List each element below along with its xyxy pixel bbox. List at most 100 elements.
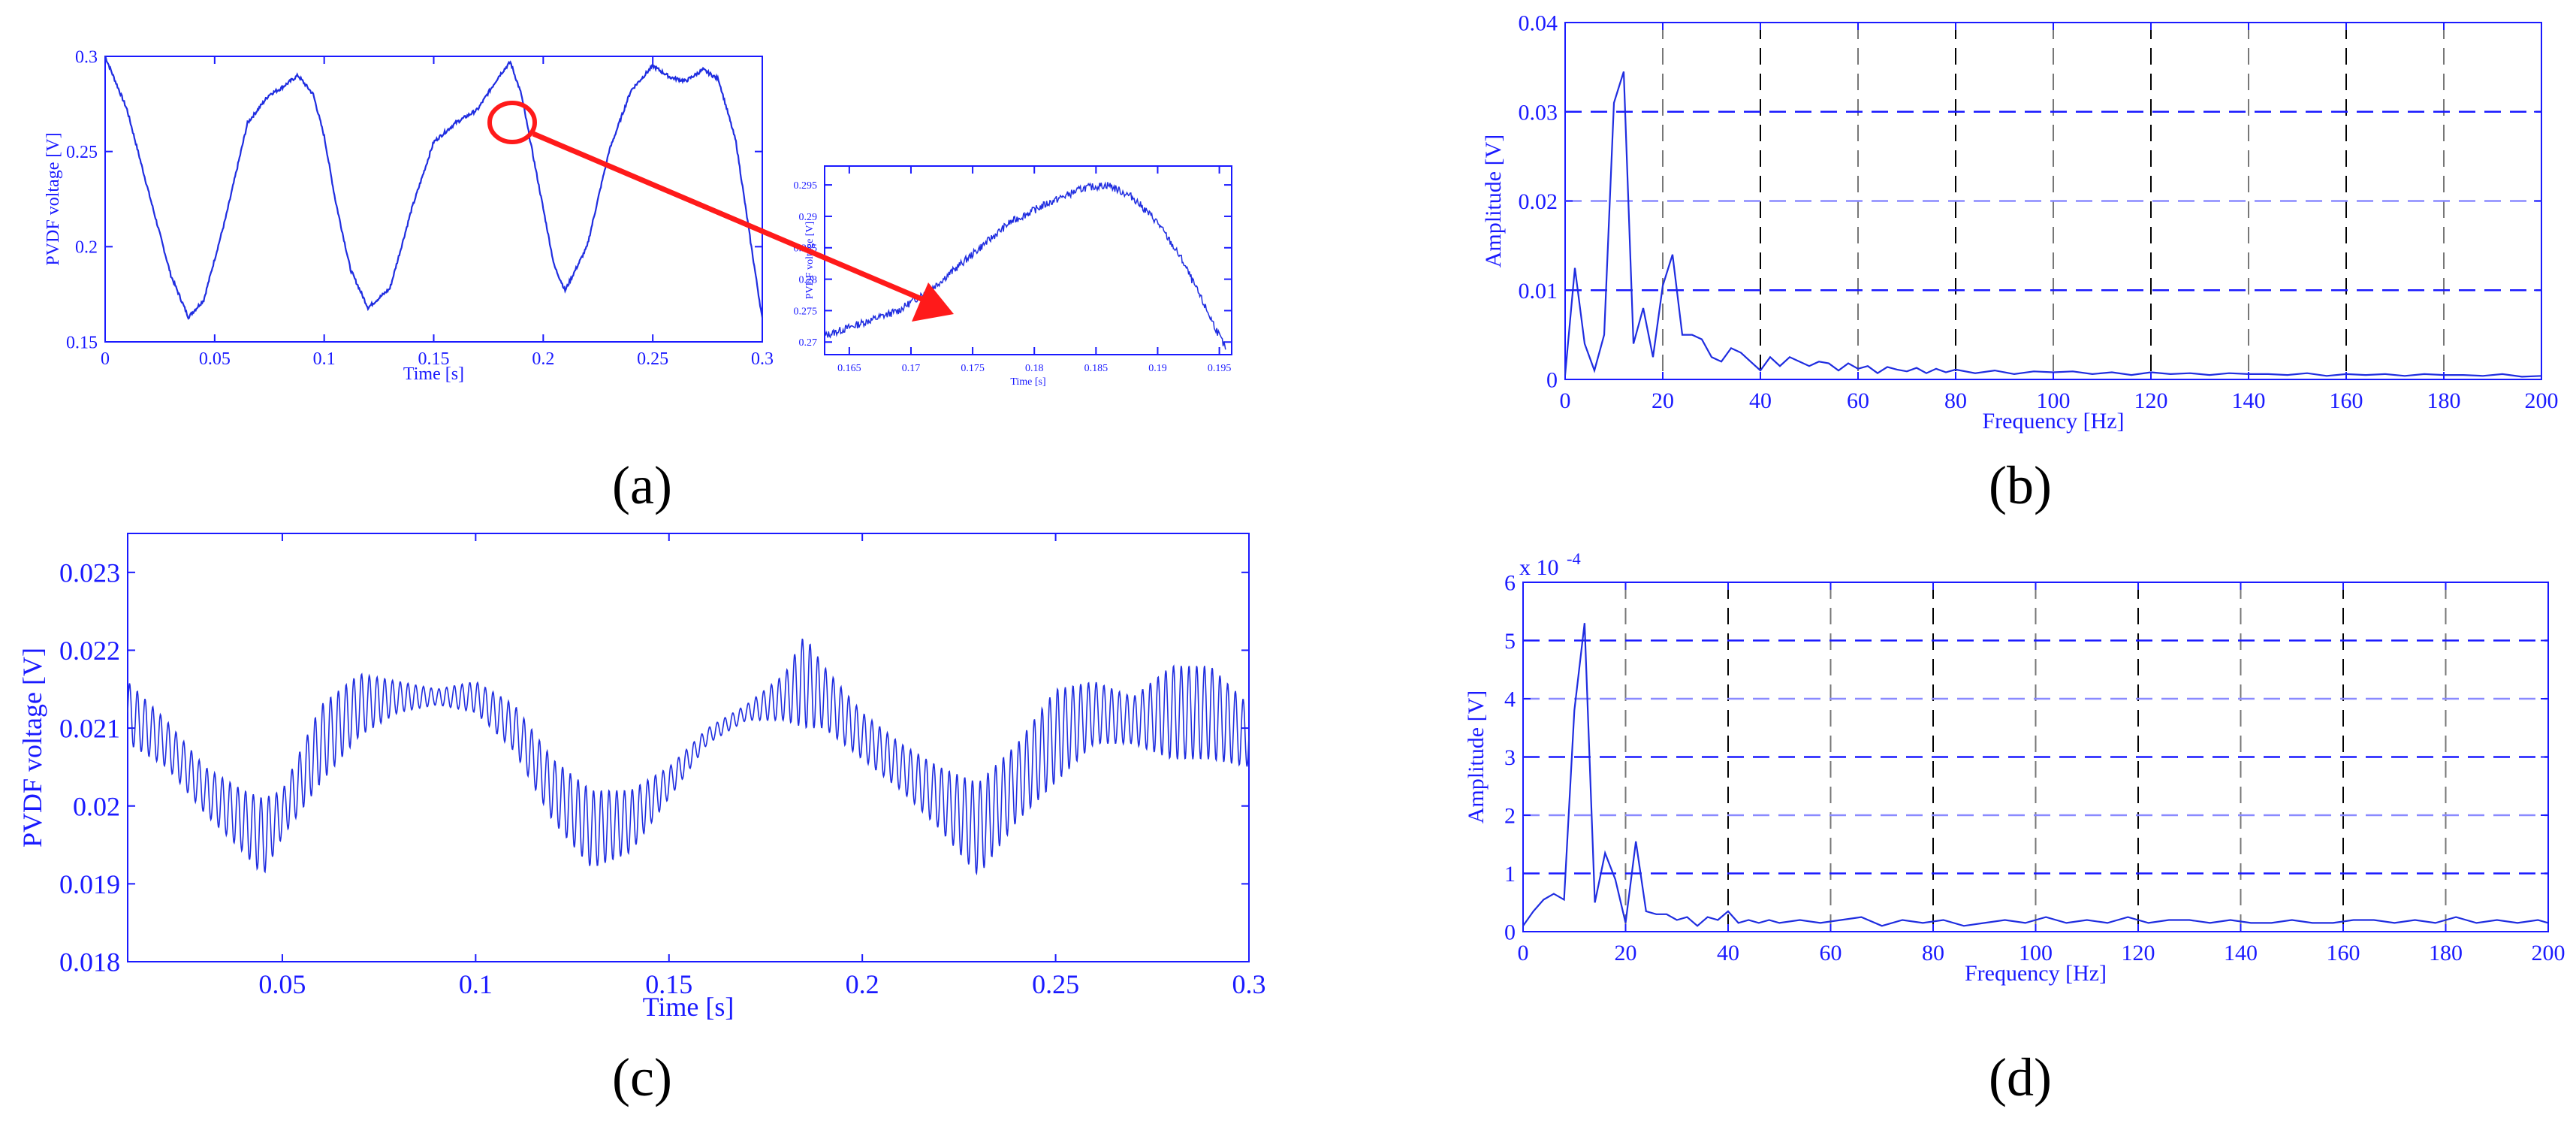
series-line (127, 638, 1250, 876)
y-tick-label: 0.275 (794, 306, 818, 317)
zoom-arrow-head (912, 283, 954, 322)
y-tick-label: 0.019 (59, 869, 120, 899)
panel-label-a: (a) (612, 455, 672, 515)
x-tick-label: 100 (2019, 941, 2053, 965)
y-tick-label: 0.018 (59, 947, 120, 977)
chart-b: 0 20 40 60 80 100 120 140 160 180 200 0 0.01 0.02 0.03… (1481, 11, 2559, 434)
x-axis-label: Time [s] (403, 364, 464, 384)
x-tick-label: 0.05 (199, 349, 231, 369)
x-tick-label: 140 (2224, 941, 2258, 965)
exponent-power: -4 (1567, 549, 1581, 568)
x-tick-label: 180 (2429, 941, 2463, 965)
chart-a-inset: 0.165 0.17 0.175 0.18 0.185 0.19 0.195 0.27 0.27… (794, 165, 1232, 388)
x-tick-label: 80 (1922, 941, 1944, 965)
x-tick-label: 0.18 (1025, 363, 1044, 374)
x-tick-label: 0.2 (846, 969, 879, 999)
chart-d: 0 20 40 60 80 100 120 140 160 180 200 0 1 2 3 4 5 6 Freque… (1464, 549, 2565, 986)
y-tick-label: 0.3 (75, 47, 98, 67)
series-line (1564, 71, 2542, 378)
y-tick-label: 0.021 (59, 714, 120, 744)
y-tick-label: 6 (1504, 571, 1516, 596)
x-tick-label: 0.17 (902, 363, 921, 374)
x-tick-label: 120 (2122, 941, 2155, 965)
x-tick-label: 20 (1651, 388, 1674, 413)
y-tick-label: 0.02 (73, 791, 120, 821)
x-tick-label: 200 (2525, 388, 2559, 413)
x-tick-label: 100 (2037, 388, 2071, 413)
y-tick-label: 0.03 (1519, 100, 1558, 125)
plot-frame (824, 165, 1232, 355)
y-tick-label: 2 (1504, 804, 1516, 829)
y-axis-label: PVDF voltage [V] (17, 648, 47, 848)
y-tick-label: 0.2 (75, 238, 98, 258)
x-axis-label: Time [s] (643, 992, 734, 1022)
y-axis-label: Amplitude [V] (1464, 690, 1489, 823)
y-tick-label: 4 (1504, 687, 1516, 712)
y-tick-label: 3 (1504, 745, 1516, 770)
y-tick-label: 0.25 (66, 143, 98, 162)
x-tick-label: 0.1 (313, 349, 336, 369)
x-tick-label: 120 (2134, 388, 2168, 413)
y-tick-label: 0.15 (66, 333, 98, 352)
x-tick-label: 60 (1847, 388, 1869, 413)
y-tick-label: 0.01 (1519, 279, 1558, 304)
x-tick-label: 0.1 (459, 969, 493, 999)
x-axis-label: Frequency [Hz] (1982, 409, 2124, 434)
zoom-arrow-line (532, 131, 927, 304)
y-tick-label: 0.29 (799, 212, 818, 223)
x-tick-label: 0.3 (1232, 969, 1266, 999)
x-tick-label: 0.185 (1084, 363, 1109, 374)
x-tick-label: 40 (1717, 941, 1739, 965)
y-tick-label: 0.023 (59, 557, 120, 588)
x-tick-label: 0.15 (418, 349, 450, 369)
y-tick-label: 0.295 (794, 180, 818, 192)
chart-a: 0 0.05 0.1 0.15 0.2 0.25 0.3 0.15 0.2 0.25 0.3 Time… (44, 47, 774, 384)
panel-label-c: (c) (612, 1047, 672, 1107)
y-tick-label: 0.27 (799, 337, 818, 349)
y-tick-label: 1 (1504, 862, 1516, 887)
x-tick-label: 0.175 (961, 363, 985, 374)
x-tick-label: 0.19 (1148, 363, 1167, 374)
x-tick-label: 0.25 (637, 349, 668, 369)
x-tick-label: 0.05 (258, 969, 306, 999)
y-tick-label: 5 (1504, 629, 1516, 654)
x-tick-label: 60 (1820, 941, 1842, 965)
panel-label-d: (d) (1989, 1047, 2052, 1107)
y-tick-label: 0 (1504, 920, 1516, 945)
x-tick-label: 0 (1560, 388, 1571, 413)
x-tick-label: 180 (2427, 388, 2461, 413)
y-tick-label: 0.022 (59, 636, 120, 666)
x-tick-label: 160 (2330, 388, 2363, 413)
x-tick-label: 0.25 (1032, 969, 1079, 999)
y-axis-label: PVDF voltage [V] (44, 132, 63, 265)
plot-frame (127, 533, 1250, 962)
zoom-circle (487, 101, 537, 144)
x-tick-label: 0 (1518, 941, 1529, 965)
x-tick-label: 40 (1749, 388, 1772, 413)
x-axis-label: Frequency [Hz] (1965, 961, 2107, 986)
x-tick-label: 0.2 (532, 349, 554, 369)
series-line (1522, 623, 2549, 927)
chart-c: 0.05 0.1 0.15 0.2 0.25 0.3 0.018 0.019 0.02 0.021… (17, 533, 1266, 1022)
x-tick-label: 0.165 (837, 363, 861, 374)
x-tick-label: 140 (2232, 388, 2266, 413)
x-tick-label: 160 (2327, 941, 2360, 965)
y-tick-label: 0.28 (799, 275, 818, 286)
x-tick-label: 0 (101, 349, 110, 369)
x-tick-label: 0.195 (1208, 363, 1232, 374)
zoom-annotation (487, 101, 954, 322)
y-tick-label: 0.02 (1519, 189, 1558, 214)
series-line (824, 181, 1226, 350)
exponent-label: x 10 (1519, 555, 1559, 580)
x-axis-label: Time [s] (1010, 376, 1045, 388)
x-tick-label: 200 (2532, 941, 2565, 965)
y-axis-label: PVDF voltage [V] (804, 222, 816, 299)
x-tick-label: 80 (1944, 388, 1967, 413)
x-tick-label: 20 (1615, 941, 1637, 965)
y-tick-label: 0 (1546, 368, 1558, 393)
series-line (104, 56, 764, 320)
x-tick-label: 0.15 (645, 969, 692, 999)
x-tick-label: 0.3 (751, 349, 774, 369)
panel-label-b: (b) (1989, 455, 2052, 515)
